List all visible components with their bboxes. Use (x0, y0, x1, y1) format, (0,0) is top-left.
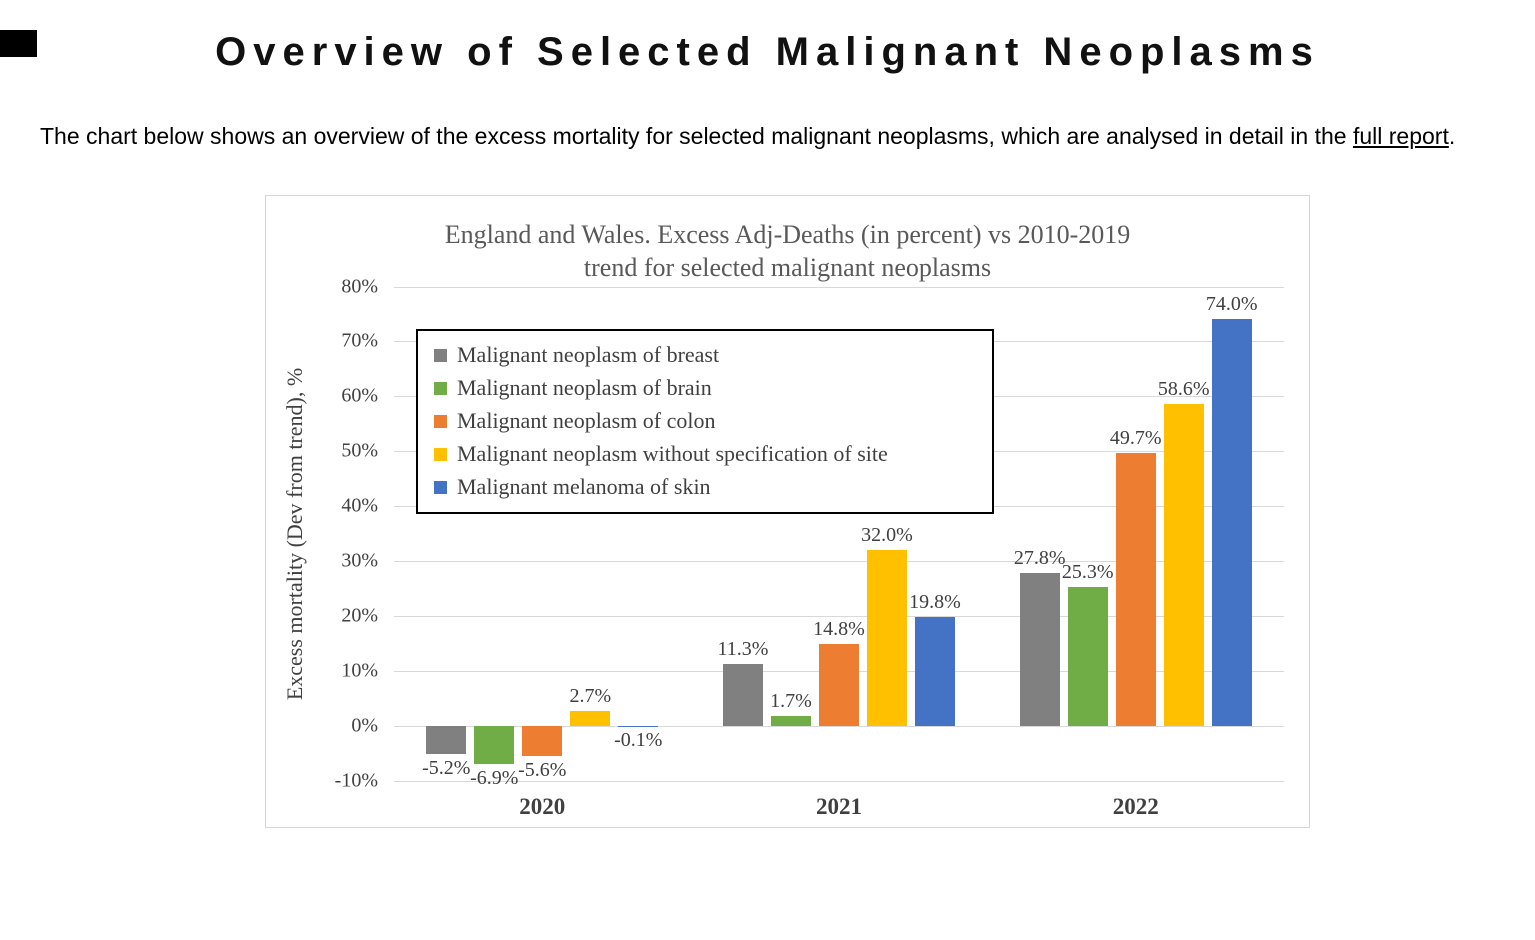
gridline (394, 615, 1284, 617)
bar (426, 725, 467, 755)
x-axis-label: 2020 (519, 793, 566, 819)
x-axis-label: 2021 (816, 793, 862, 819)
bar-label: -5.6% (518, 759, 567, 782)
page-title: Overview of Selected Malignant Neoplasms (215, 30, 1320, 74)
bar-label: 74.0% (1205, 293, 1258, 316)
chart-title-line1: England and Wales. Excess Adj-Deaths (in… (444, 219, 1131, 249)
legend-item-label: Malignant neoplasm without specification… (457, 441, 888, 467)
bar-label: 2.7% (569, 684, 612, 707)
x-axis-labels: 2020 2021 2022 (394, 794, 1284, 834)
legend-marker-icon (434, 447, 447, 461)
bar (1211, 319, 1252, 726)
legend-item: Malignant neoplasm of brain (434, 372, 992, 405)
legend-item-label: Malignant neoplasm of brain (457, 375, 712, 401)
bar-label: -6.9% (470, 766, 519, 789)
legend-item: Malignant melanoma of skin (434, 471, 992, 504)
plot-area: Malignant neoplasm of breast Malignant ne… (394, 286, 1284, 789)
bar-label: 11.3% (717, 637, 769, 660)
bar-label: 49.7% (1109, 426, 1162, 449)
legend-item-label: Malignant melanoma of skin (457, 474, 711, 500)
corner-mark (0, 30, 37, 57)
intro-text-end: . (1448, 123, 1456, 149)
legend-marker-icon (434, 381, 447, 395)
y-axis-tick: 60% (341, 384, 378, 407)
bar-label: 25.3% (1061, 560, 1114, 583)
bar (819, 644, 859, 726)
legend-item-label: Malignant neoplasm of breast (457, 342, 720, 368)
y-axis-ticks: 80% 70% 60% 50% 40% 30% 20% 10% 0% -10% (266, 275, 386, 791)
bar (474, 725, 515, 764)
intro-text: The chart below shows an overview of the… (40, 123, 1353, 149)
legend-marker-icon (434, 480, 447, 494)
bar (1163, 404, 1204, 726)
y-axis-tick: 80% (341, 275, 378, 298)
y-axis-tick: -10% (334, 769, 378, 792)
bar-label: 32.0% (861, 524, 913, 547)
y-axis-tick: 10% (341, 659, 378, 682)
bar-label: 19.8% (909, 590, 961, 613)
gridline (394, 560, 1284, 562)
bar-label: 1.7% (770, 690, 812, 713)
bar (771, 716, 811, 726)
y-axis-tick: 30% (341, 549, 378, 572)
gridline (394, 780, 1284, 782)
y-axis-tick: 40% (341, 494, 378, 517)
x-axis-label: 2022 (1112, 793, 1159, 819)
bar-label: 27.8% (1013, 547, 1066, 570)
y-axis-tick: 50% (341, 439, 378, 462)
bar (915, 616, 955, 726)
y-axis-tick: 0% (351, 714, 378, 737)
legend-marker-icon (434, 414, 447, 428)
chart-title-line2: trend for selected malignant neoplasms (583, 253, 992, 283)
chart-title: England and Wales. Excess Adj-Deaths (in… (266, 218, 1309, 286)
bar (1115, 452, 1156, 726)
bar (570, 710, 611, 726)
full-report-link[interactable]: full report (1352, 123, 1449, 149)
legend-item: Malignant neoplasm of breast (434, 339, 992, 372)
bar (723, 663, 763, 726)
bar-label: 14.8% (813, 618, 865, 641)
bar (1067, 586, 1108, 726)
gridline (394, 725, 1284, 727)
chart-container: England and Wales. Excess Adj-Deaths (in… (265, 194, 1310, 828)
legend-item-label: Malignant neoplasm of colon (457, 408, 716, 434)
bar (618, 725, 659, 727)
bar-label: -5.2% (422, 757, 471, 780)
chart-legend: Malignant neoplasm of breast Malignant ne… (416, 328, 994, 514)
legend-item: Malignant neoplasm of colon (434, 405, 992, 438)
bar (522, 725, 563, 757)
bar-label: -0.1% (614, 729, 663, 752)
legend-item: Malignant neoplasm without specification… (434, 438, 992, 471)
gridline (394, 286, 1284, 288)
y-axis-tick: 20% (341, 604, 378, 627)
bar (867, 550, 907, 726)
bar-label: 58.6% (1157, 378, 1210, 401)
y-axis-tick: 70% (341, 329, 378, 352)
bar (1019, 573, 1060, 726)
intro-paragraph: The chart below shows an overview of the… (40, 117, 1500, 157)
legend-marker-icon (434, 348, 447, 362)
